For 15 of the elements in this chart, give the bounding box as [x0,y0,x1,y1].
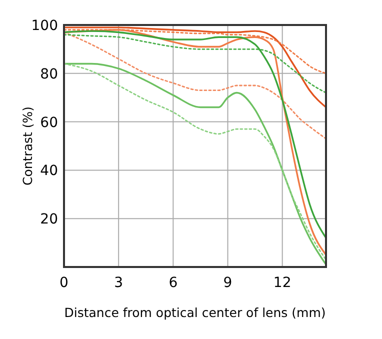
x-tick-label: 0 [60,275,68,291]
x-tick-label: 6 [168,275,178,291]
y-tick-label: 80 [40,66,58,82]
y-tick-label: 20 [40,212,58,228]
line-series [63,26,327,108]
line-series [63,34,327,94]
y-tick-label: 40 [40,163,58,180]
x-tick-label: 3 [114,275,124,291]
y-tick-label: 60 [40,114,58,131]
x-axis-title: Distance from optical center of lens (mm) [64,305,326,320]
line-series [63,32,327,140]
x-tick-label: 12 [273,275,292,291]
y-tick-label: 100 [31,18,58,34]
y-axis-title: Contrast (%) [20,106,35,186]
x-tick-label: 9 [223,275,232,291]
